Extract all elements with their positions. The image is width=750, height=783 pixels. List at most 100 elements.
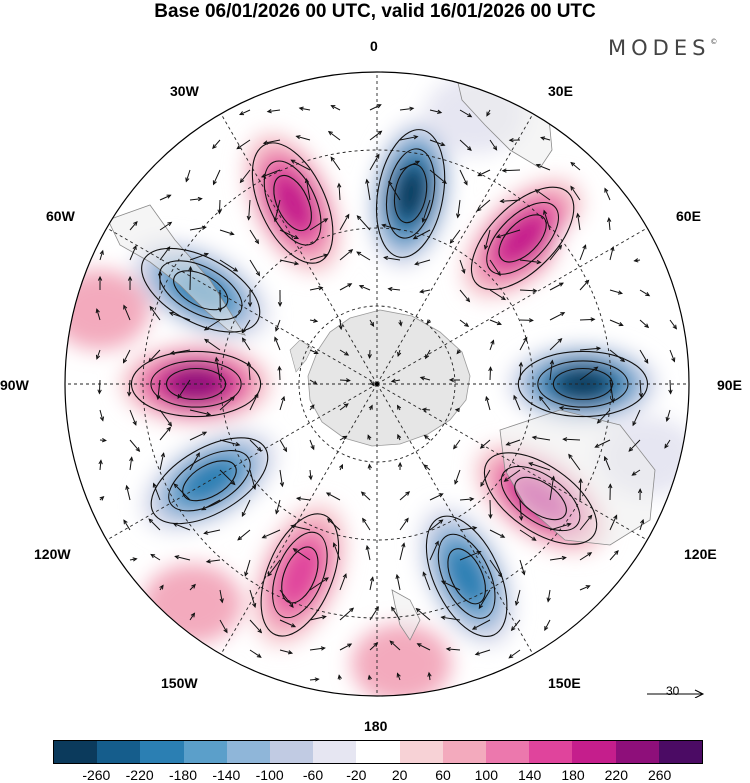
wind-arrow: [237, 529, 251, 541]
wind-arrow: [339, 463, 343, 471]
wind-arrow: [325, 492, 341, 501]
wind-arrow: [399, 106, 415, 111]
wind-arrow: [275, 499, 281, 515]
lon-label-90w: 90W: [0, 377, 29, 393]
wind-arrow: [236, 139, 251, 150]
wind-arrow: [540, 136, 551, 141]
wind-arrow: [339, 213, 350, 231]
wind-arrow: [459, 169, 468, 186]
wind-arrow: [549, 312, 566, 321]
wind-arrow: [387, 286, 401, 292]
colorbar-swatch: [615, 741, 659, 763]
contour-set: [483, 452, 598, 545]
wind-arrow: [594, 439, 611, 448]
wind-arrow: [489, 339, 495, 351]
wind-arrow: [664, 439, 671, 449]
wind-arrow: [549, 338, 563, 351]
wind-arrow: [290, 524, 311, 531]
wind-arrow: [330, 105, 341, 111]
wind-arrow: [369, 319, 375, 327]
wind-arrow: [459, 525, 478, 531]
wind-arrow: [440, 580, 461, 591]
wind-arrow: [358, 285, 371, 291]
wind-arrow: [429, 540, 439, 561]
wind-arrow: [274, 336, 281, 351]
wind-arrow: [419, 376, 431, 381]
wind-arrow: [309, 677, 320, 682]
wind-arrow: [365, 178, 371, 201]
wind-arrow: [279, 649, 294, 655]
wind-arrow: [483, 229, 491, 250]
wind-arrow: [476, 199, 491, 212]
wind-arrow: [339, 435, 348, 441]
wind-arrow: [275, 319, 281, 332]
wind-arrow: [570, 185, 581, 201]
wind-arrow: [212, 139, 221, 150]
wind-arrow: [459, 550, 482, 561]
wind-arrow: [95, 308, 101, 321]
wind-arrow: [510, 619, 521, 632]
wind-arrow: [189, 583, 196, 591]
wind-arrow: [279, 469, 285, 488]
wind-arrow: [249, 229, 260, 245]
wind-arrow: [395, 573, 401, 591]
wind-arrow: [309, 286, 324, 291]
lon-label-150w: 150W: [161, 675, 198, 691]
wind-arrow: [129, 409, 137, 426]
wind-arrow: [339, 349, 350, 356]
map-border: [64, 71, 690, 697]
wind-arrow: [639, 518, 645, 531]
wind-arrow: [609, 379, 615, 404]
wind-arrow: [219, 619, 228, 634]
wind-arrow: [123, 304, 131, 321]
lon-label-180: 180: [364, 718, 388, 734]
wind-arrow: [239, 169, 251, 184]
wind-arrow: [219, 229, 235, 236]
wind-arrow: [459, 289, 471, 303]
meridian-line: [220, 113, 378, 385]
wind-arrow: [150, 553, 161, 561]
meridian-line: [376, 383, 648, 541]
wind-arrow: [570, 161, 581, 171]
wind-arrow: [562, 437, 581, 442]
wind-arrow: [544, 619, 551, 631]
wind-arrow: [639, 319, 650, 329]
wind-arrow: [309, 615, 327, 621]
wind-arrow: [201, 499, 221, 511]
wind-arrow: [416, 643, 431, 651]
wind-arrow: [519, 288, 538, 293]
wind-arrow: [95, 349, 101, 360]
wind-arrow: [575, 212, 581, 231]
wind-arrow: [309, 379, 318, 385]
colorbar-swatch: [572, 741, 616, 763]
wind-arrow: [609, 550, 619, 561]
wind-arrow: [219, 589, 224, 604]
wind-arrow: [456, 349, 462, 355]
wind-arrow: [668, 379, 673, 395]
wind-arrow: [568, 453, 581, 471]
wind-arrow: [546, 589, 551, 603]
lon-label-150e: 150E: [548, 675, 581, 691]
wind-arrow: [488, 366, 493, 381]
wind-arrow: [429, 139, 446, 147]
wind-arrow: [489, 529, 506, 538]
wind-arrow: [549, 282, 564, 291]
colorbar-tick-label: 260: [647, 767, 672, 783]
wind-arrow: [449, 229, 461, 244]
colorbar-tick-label: 60: [435, 767, 451, 783]
wind-arrow: [99, 495, 105, 501]
wind-arrow: [188, 265, 193, 291]
wind-arrow: [638, 379, 644, 399]
anomaly-blob: [369, 118, 453, 269]
wind-arrow: [159, 221, 173, 231]
wind-arrow: [189, 252, 209, 261]
wind-arrow: [177, 379, 191, 399]
wind-arrow: [279, 395, 286, 411]
lon-label-30w: 30W: [170, 83, 199, 99]
wind-arrow: [369, 379, 375, 387]
wind-arrow: [477, 169, 491, 177]
wind-arrow: [549, 555, 567, 561]
wind-arrow: [369, 104, 382, 111]
wind-arrow: [246, 361, 252, 381]
wind-arrow: [205, 559, 221, 564]
